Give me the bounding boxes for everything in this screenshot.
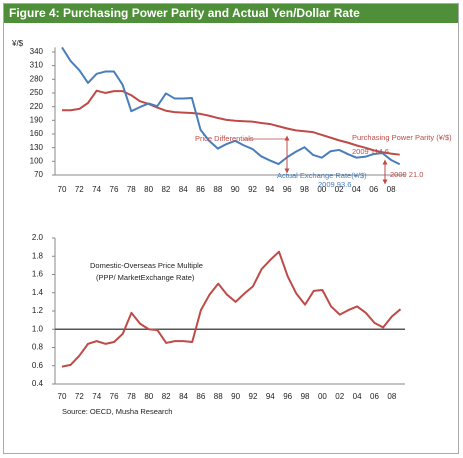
x-tick-label: 86 xyxy=(196,392,205,401)
y-tick-label: 250 xyxy=(30,88,44,97)
x-tick-label: 72 xyxy=(75,185,84,194)
data-line xyxy=(62,89,400,156)
x-tick-label: 90 xyxy=(231,392,240,401)
x-tick-label: 04 xyxy=(352,185,361,194)
y-tick-label: 190 xyxy=(30,115,44,124)
x-tick-label: 70 xyxy=(58,392,67,401)
x-tick-label: 94 xyxy=(266,392,275,401)
y-tick-label: 310 xyxy=(30,61,44,70)
x-tick-label: 92 xyxy=(249,392,258,401)
x-tick-label: 08 xyxy=(387,392,396,401)
x-tick-label: 00 xyxy=(317,185,326,194)
y-tick-label: 70 xyxy=(34,170,43,179)
x-tick-label: 94 xyxy=(265,185,274,194)
header-bar xyxy=(4,4,458,23)
frame xyxy=(3,3,459,454)
x-tick-label: 76 xyxy=(110,185,119,194)
y-tick-label: 1.4 xyxy=(32,288,44,297)
x-tick-label: 02 xyxy=(335,392,344,401)
x-tick-label: 84 xyxy=(179,185,188,194)
y-tick-label: 1.2 xyxy=(32,306,44,315)
source: Source: OECD, Musha Research xyxy=(62,407,172,416)
annotation: Domestic-Overseas Price Multiple xyxy=(90,261,203,270)
annotation: (PPP/ MarketExchange Rate) xyxy=(96,273,195,282)
x-tick-label: 70 xyxy=(58,185,67,194)
y-tick-label: 0.8 xyxy=(32,343,44,352)
x-tick-label: 84 xyxy=(179,392,188,401)
x-tick-label: 08 xyxy=(387,185,396,194)
x-tick-label: 98 xyxy=(300,185,309,194)
x-tick-label: 82 xyxy=(162,392,171,401)
y-tick-label: 2.0 xyxy=(32,233,44,242)
annotation: Price Differentials xyxy=(195,134,254,143)
y-tick-label: 130 xyxy=(30,143,44,152)
x-tick-label: 78 xyxy=(127,185,136,194)
x-tick-label: 74 xyxy=(92,392,101,401)
data-line xyxy=(61,250,402,368)
x-tick-label: 80 xyxy=(144,185,153,194)
y-tick-label: 160 xyxy=(30,129,44,138)
annotation: 2009 93.6 xyxy=(318,180,351,189)
x-tick-label: 74 xyxy=(92,185,101,194)
y-tick-label: 1.6 xyxy=(32,270,44,279)
x-tick-label: 88 xyxy=(214,392,223,401)
y-tick-label: 340 xyxy=(30,47,44,56)
y-tick-label: 1.8 xyxy=(32,251,44,260)
x-tick-label: 92 xyxy=(248,185,257,194)
x-tick-label: 76 xyxy=(110,392,119,401)
series-label: Actual Exchange Rate(¥/$) xyxy=(277,171,367,180)
y-tick-label: 220 xyxy=(30,102,44,111)
y-tick-label: 0.4 xyxy=(32,379,44,388)
x-tick-label: 06 xyxy=(370,392,379,401)
x-tick-label: 82 xyxy=(161,185,170,194)
y-tick-label: 0.6 xyxy=(32,361,44,370)
annotation: 2009 21.0 xyxy=(390,170,423,179)
x-tick-label: 88 xyxy=(213,185,222,194)
x-tick-label: 86 xyxy=(196,185,205,194)
y-tick-label: 280 xyxy=(30,74,44,83)
x-tick-label: 96 xyxy=(283,392,292,401)
series-label: Purchasing Power Parity (¥/$) xyxy=(352,133,452,142)
x-tick-label: 72 xyxy=(75,392,84,401)
x-tick-label: 00 xyxy=(318,392,327,401)
x-tick-label: 78 xyxy=(127,392,136,401)
x-tick-label: 06 xyxy=(369,185,378,194)
y-tick-label: 1.0 xyxy=(32,324,44,333)
annotation: 2009 114.6 xyxy=(352,147,389,156)
y-tick-label: 100 xyxy=(30,156,44,165)
x-tick-label: 98 xyxy=(301,392,310,401)
x-tick-label: 80 xyxy=(144,392,153,401)
x-tick-label: 04 xyxy=(353,392,362,401)
x-tick-label: 02 xyxy=(335,185,344,194)
data-line xyxy=(61,46,401,166)
x-tick-label: 96 xyxy=(283,185,292,194)
y-axis-label: ¥/$ xyxy=(11,39,24,48)
figure-title: Figure 4: Purchasing Power Parity and Ac… xyxy=(9,6,360,20)
x-tick-label: 90 xyxy=(231,185,240,194)
